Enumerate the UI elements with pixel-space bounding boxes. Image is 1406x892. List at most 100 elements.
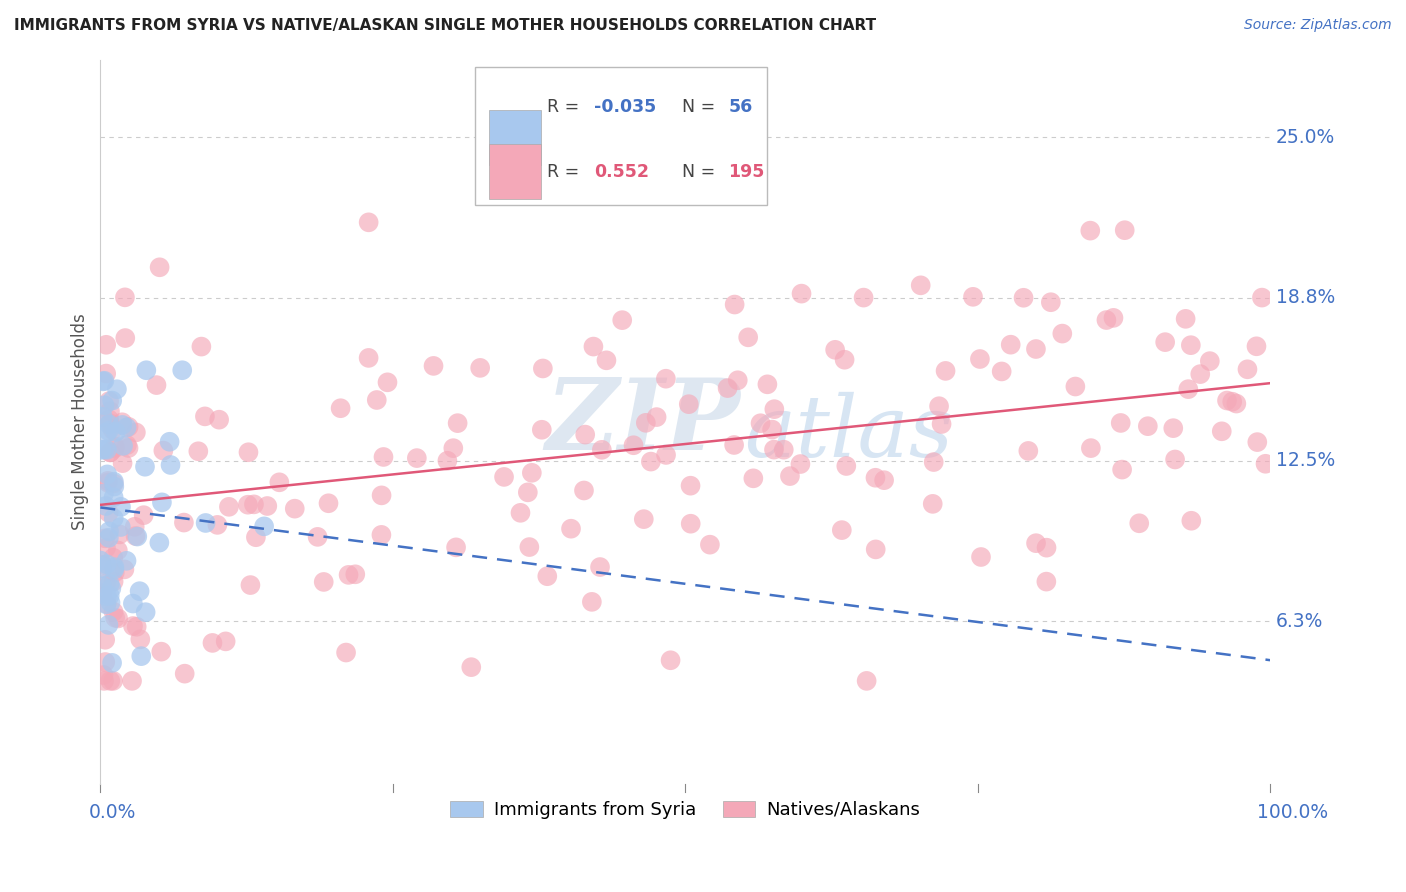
Point bbox=[645, 410, 668, 425]
Point bbox=[910, 278, 932, 293]
Point bbox=[90, 442, 112, 457]
Point bbox=[125, 620, 148, 634]
Point bbox=[772, 442, 794, 457]
Point bbox=[100, 596, 122, 610]
Point bbox=[284, 501, 307, 516]
Point bbox=[97, 475, 120, 490]
Point bbox=[103, 605, 125, 619]
Point bbox=[150, 495, 173, 509]
Point bbox=[835, 458, 858, 473]
Point bbox=[104, 611, 127, 625]
Point bbox=[98, 404, 121, 418]
Point bbox=[98, 577, 121, 591]
Point bbox=[117, 441, 139, 455]
Legend: Immigrants from Syria, Natives/Alaskans: Immigrants from Syria, Natives/Alaskans bbox=[443, 793, 928, 826]
Point bbox=[149, 260, 172, 275]
Point bbox=[1198, 354, 1220, 368]
Point bbox=[1035, 541, 1057, 555]
Point bbox=[94, 531, 117, 545]
Point bbox=[536, 569, 558, 583]
Point bbox=[742, 471, 765, 485]
Point bbox=[1080, 441, 1102, 455]
Point bbox=[103, 562, 125, 576]
Point bbox=[723, 438, 745, 452]
Point bbox=[779, 469, 801, 483]
Point bbox=[148, 535, 170, 549]
Text: ZIP: ZIP bbox=[546, 374, 740, 470]
Point bbox=[201, 636, 224, 650]
Point bbox=[93, 398, 115, 412]
Point bbox=[659, 653, 682, 667]
Point bbox=[855, 673, 877, 688]
Point bbox=[101, 656, 124, 670]
Point bbox=[98, 417, 121, 432]
Point bbox=[761, 423, 783, 437]
Point bbox=[633, 512, 655, 526]
Point bbox=[194, 409, 217, 424]
Point bbox=[117, 420, 139, 434]
Point bbox=[94, 499, 117, 513]
Point bbox=[103, 476, 125, 491]
Point bbox=[115, 420, 138, 434]
Point bbox=[112, 439, 135, 453]
Point bbox=[1154, 335, 1177, 350]
Point bbox=[962, 290, 984, 304]
Text: 56: 56 bbox=[728, 98, 752, 116]
Point bbox=[831, 523, 853, 537]
Point bbox=[595, 353, 617, 368]
Point bbox=[865, 471, 887, 485]
Point bbox=[172, 363, 194, 377]
Point bbox=[591, 442, 613, 457]
Point bbox=[1246, 339, 1268, 353]
Point bbox=[256, 499, 278, 513]
Point bbox=[104, 566, 127, 580]
Point bbox=[1025, 536, 1047, 550]
Text: IMMIGRANTS FROM SYRIA VS NATIVE/ALASKAN SINGLE MOTHER HOUSEHOLDS CORRELATION CHA: IMMIGRANTS FROM SYRIA VS NATIVE/ALASKAN … bbox=[14, 18, 876, 33]
Point bbox=[107, 611, 129, 625]
Point bbox=[1017, 444, 1039, 458]
Point bbox=[129, 649, 152, 664]
Point bbox=[492, 470, 515, 484]
Point bbox=[1109, 416, 1132, 430]
Point bbox=[1128, 516, 1150, 531]
Point bbox=[530, 423, 553, 437]
Point bbox=[1180, 338, 1202, 352]
Point bbox=[655, 448, 678, 462]
Text: N =: N = bbox=[682, 163, 720, 181]
Point bbox=[921, 497, 943, 511]
Point bbox=[194, 516, 217, 530]
Point bbox=[1174, 311, 1197, 326]
Point bbox=[93, 442, 115, 457]
Point bbox=[531, 361, 554, 376]
Point bbox=[253, 519, 276, 533]
Point bbox=[873, 473, 896, 487]
Point bbox=[357, 351, 380, 365]
Point bbox=[517, 540, 540, 554]
Text: 0.0%: 0.0% bbox=[89, 803, 136, 822]
Point bbox=[97, 424, 120, 438]
Point bbox=[159, 458, 181, 472]
Point bbox=[111, 456, 134, 470]
Point bbox=[737, 330, 759, 344]
Point bbox=[699, 538, 721, 552]
Point bbox=[405, 451, 427, 466]
Point bbox=[132, 508, 155, 523]
Point bbox=[1251, 291, 1274, 305]
Point bbox=[335, 646, 357, 660]
Point bbox=[516, 485, 538, 500]
Point bbox=[103, 479, 125, 493]
Point bbox=[91, 558, 114, 572]
Point bbox=[763, 402, 786, 417]
Point bbox=[582, 340, 605, 354]
Text: 18.8%: 18.8% bbox=[1275, 288, 1336, 307]
Point bbox=[115, 438, 138, 452]
Point bbox=[91, 579, 114, 593]
Point bbox=[98, 445, 121, 459]
Point bbox=[98, 416, 121, 430]
Point bbox=[762, 442, 785, 457]
Point bbox=[1211, 425, 1233, 439]
FancyBboxPatch shape bbox=[489, 111, 541, 165]
Point bbox=[612, 313, 634, 327]
Point bbox=[236, 498, 259, 512]
Point bbox=[91, 586, 114, 600]
